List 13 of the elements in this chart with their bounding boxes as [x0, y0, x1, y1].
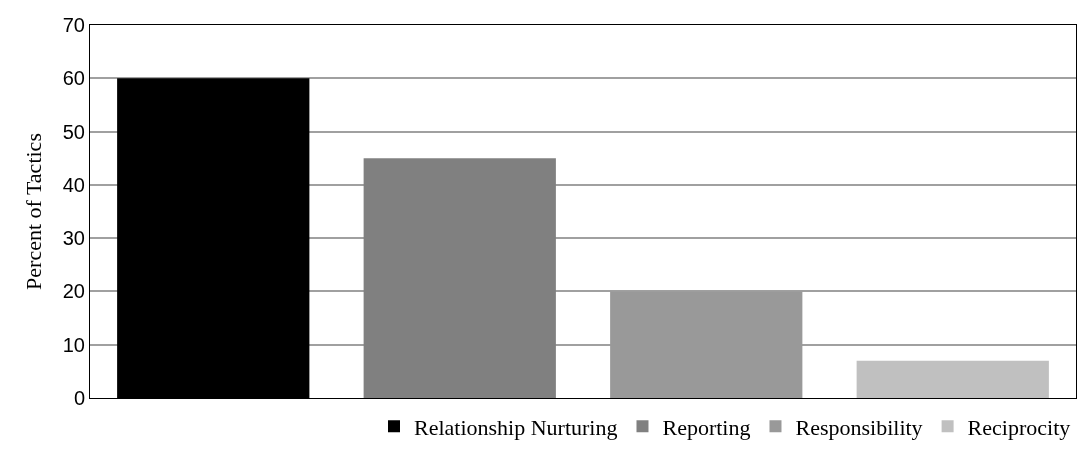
y-tick-label: 0: [73, 387, 85, 409]
legend-label: Reciprocity: [967, 414, 1071, 440]
legend-label: Relationship Nurturing: [414, 414, 618, 440]
y-tick-label: 50: [62, 120, 85, 143]
y-tick-label: 60: [62, 67, 85, 90]
legend-label: Reporting: [662, 414, 751, 440]
y-tick-label: 40: [62, 173, 85, 196]
y-tick-label: 20: [62, 280, 85, 303]
y-tick-label: 30: [62, 227, 85, 250]
y-tick-label: 10: [62, 333, 85, 356]
y-axis-title: Percent of Tactics: [20, 133, 46, 290]
legend-label: Responsibility: [795, 414, 923, 440]
y-tick-label: 70: [62, 14, 85, 36]
